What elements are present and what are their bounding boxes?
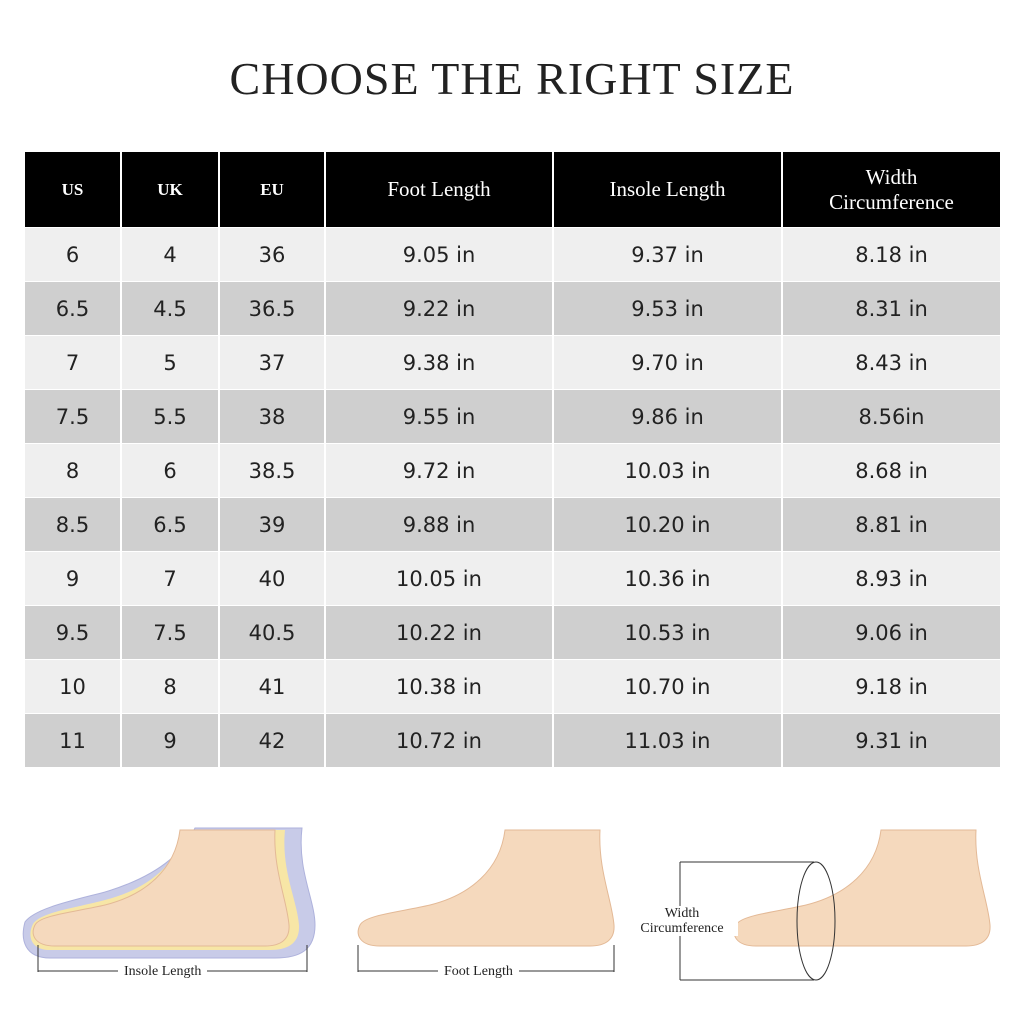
table-cell: 36 (220, 228, 324, 281)
table-cell: 10.72 in (326, 714, 552, 767)
table-cell: 10.38 in (326, 660, 552, 713)
table-cell: 5 (122, 336, 218, 389)
caption: Width Circumference (626, 906, 738, 936)
table-cell: 7.5 (122, 606, 218, 659)
table-cell: 10.53 in (554, 606, 781, 659)
table-cell: 6.5 (25, 282, 120, 335)
table-cell: 8.5 (25, 498, 120, 551)
table-cell: 9 (25, 552, 120, 605)
table-cell: 8.68 in (783, 444, 1000, 497)
table-cell: 9.37 in (554, 228, 781, 281)
column-header: Insole Length (554, 152, 781, 227)
column-header: Foot Length (326, 152, 552, 227)
table-cell: 9.88 in (326, 498, 552, 551)
table-cell: 11.03 in (554, 714, 781, 767)
table-cell: 9.18 in (783, 660, 1000, 713)
column-header: US (25, 152, 120, 227)
table-cell: 9.38 in (326, 336, 552, 389)
table-cell: 36.5 (220, 282, 324, 335)
table-cell: 6 (122, 444, 218, 497)
table-cell: 40 (220, 552, 324, 605)
table-cell: 10.22 in (326, 606, 552, 659)
table-cell: 4.5 (122, 282, 218, 335)
caption: Foot Length (438, 964, 519, 979)
table-cell: 10.36 in (554, 552, 781, 605)
table-cell: 39 (220, 498, 324, 551)
table-cell: 9.70 in (554, 336, 781, 389)
table-cell: 9.72 in (326, 444, 552, 497)
table-cell: 4 (122, 228, 218, 281)
table-cell: 10 (25, 660, 120, 713)
table-cell: 5.5 (122, 390, 218, 443)
table-cell: 6.5 (122, 498, 218, 551)
table-cell: 8 (25, 444, 120, 497)
table-cell: 9.53 in (554, 282, 781, 335)
table-cell: 6 (25, 228, 120, 281)
table-cell: 8.43 in (783, 336, 1000, 389)
table-cell: 9.31 in (783, 714, 1000, 767)
table-cell: 9.5 (25, 606, 120, 659)
column-header: EU (220, 152, 324, 227)
table-cell: 9.86 in (554, 390, 781, 443)
table-cell: 38.5 (220, 444, 324, 497)
table-cell: 7 (25, 336, 120, 389)
table-cell: 9.06 in (783, 606, 1000, 659)
table-cell: 9 (122, 714, 218, 767)
table-cell: 7.5 (25, 390, 120, 443)
table-cell: 42 (220, 714, 324, 767)
table-cell: 8.31 in (783, 282, 1000, 335)
table-cell: 41 (220, 660, 324, 713)
table-cell: 7 (122, 552, 218, 605)
table-cell: 8.56in (783, 390, 1000, 443)
width-foot (679, 829, 991, 981)
caption: Insole Length (118, 964, 208, 979)
table-cell: 8 (122, 660, 218, 713)
table-cell: 8.18 in (783, 228, 1000, 281)
table-cell: 10.70 in (554, 660, 781, 713)
table-cell: 9.05 in (326, 228, 552, 281)
table-cell: 10.20 in (554, 498, 781, 551)
foot (357, 829, 615, 947)
table-cell: 38 (220, 390, 324, 443)
table-cell: 40.5 (220, 606, 324, 659)
table-cell: 9.22 in (326, 282, 552, 335)
column-header: Width Circumference (783, 152, 1000, 227)
table-cell: 11 (25, 714, 120, 767)
table-cell: 10.05 in (326, 552, 552, 605)
table-cell: 8.93 in (783, 552, 1000, 605)
table-cell: 9.55 in (326, 390, 552, 443)
column-header: UK (122, 152, 218, 227)
insole-foot (22, 827, 316, 959)
table-cell: 37 (220, 336, 324, 389)
page-title: CHOOSE THE RIGHT SIZE (229, 53, 795, 104)
table-cell: 8.81 in (783, 498, 1000, 551)
table-cell: 10.03 in (554, 444, 781, 497)
